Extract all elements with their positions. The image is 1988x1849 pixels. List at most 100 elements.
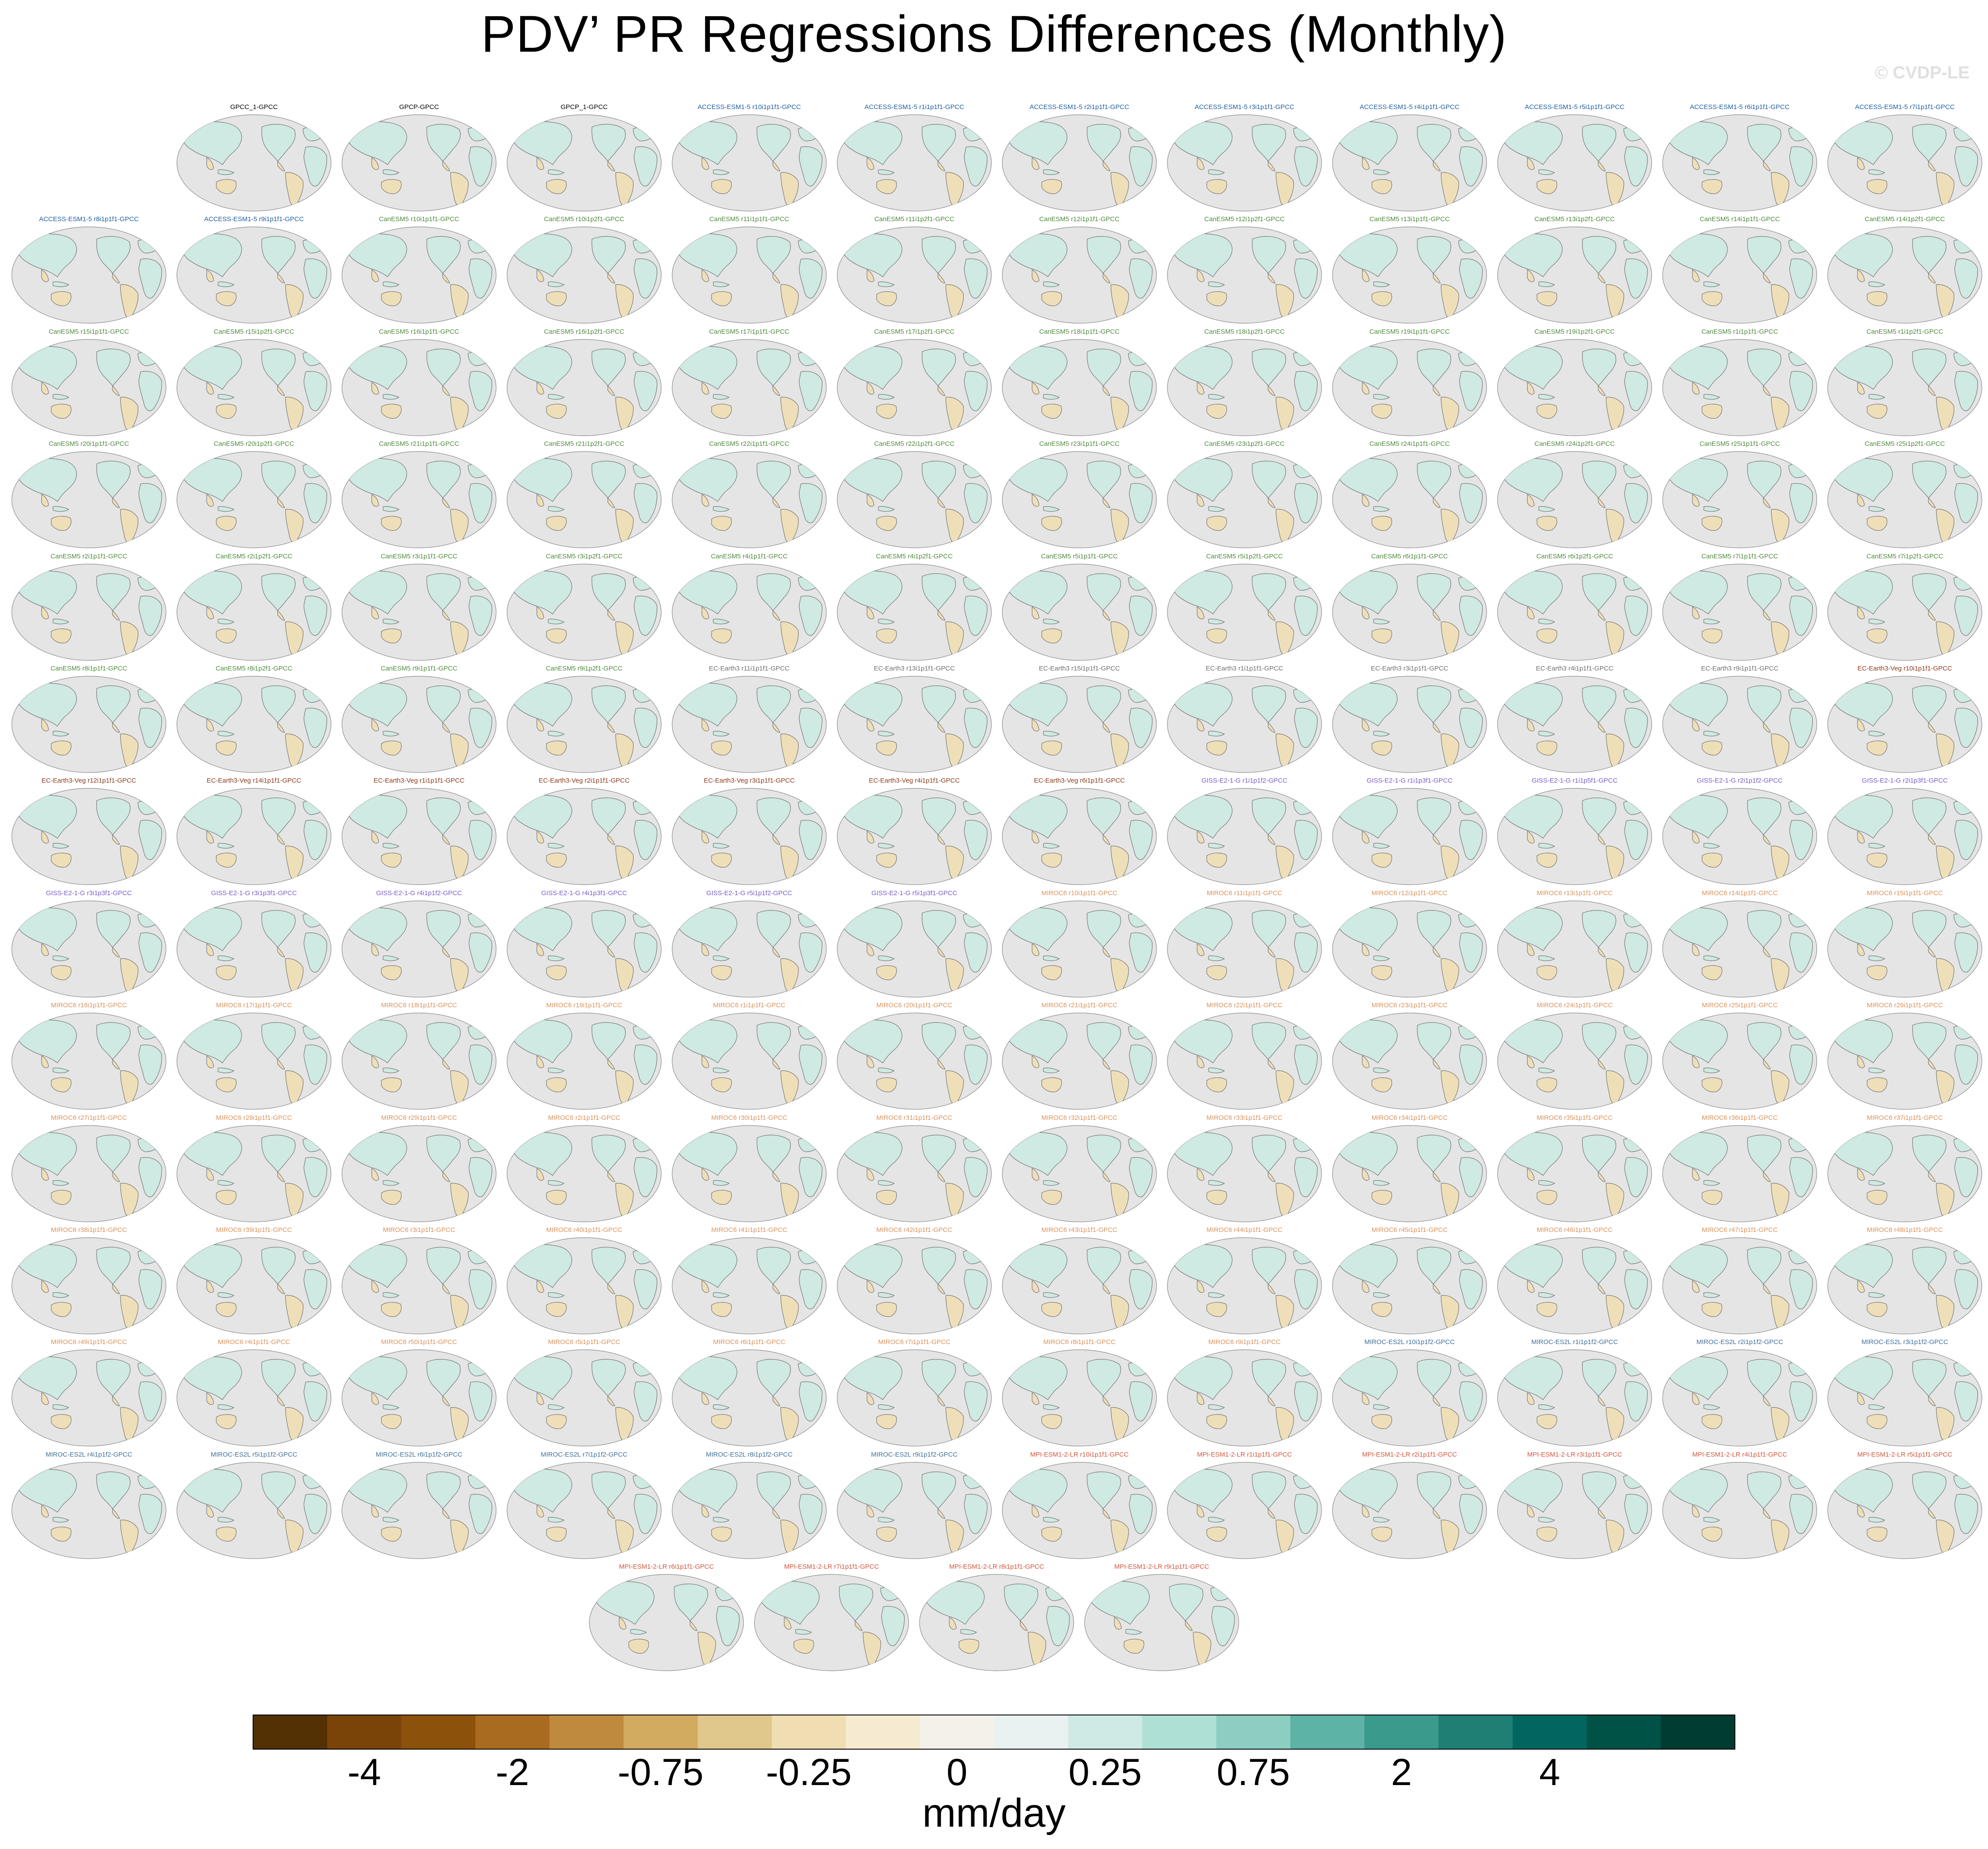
land-region xyxy=(607,160,615,171)
map-panel: EC-Earth3 r4i1p1f1-GPCC xyxy=(1492,665,1657,777)
robinson-map xyxy=(1332,1237,1487,1334)
land-region xyxy=(1206,179,1227,194)
land-region xyxy=(53,955,70,961)
land-region xyxy=(1268,1508,1276,1519)
land-region xyxy=(1103,273,1110,284)
land-region xyxy=(876,516,897,531)
land-region xyxy=(548,506,565,512)
robinson-map xyxy=(342,1349,497,1447)
land-region xyxy=(1747,461,1781,499)
land-region xyxy=(1373,394,1390,400)
land-region xyxy=(216,741,237,755)
panel-title: ACCESS-ESM1-5 r10i1p1f1-GPCC xyxy=(698,103,801,111)
panel-title: ACCESS-ESM1-5 r3i1p1f1-GPCC xyxy=(1195,103,1294,111)
land-region xyxy=(381,1189,402,1205)
land-region xyxy=(1032,1168,1040,1181)
land-region xyxy=(674,121,737,165)
map-panel: MIROC6 r33i1p1f1-GPCC xyxy=(1162,1114,1327,1226)
land-region xyxy=(711,291,732,307)
panel-title: CanESM5 r22i1p1f1-GPCC xyxy=(709,440,790,448)
land-region xyxy=(1598,722,1606,733)
colorbar-swatch xyxy=(1438,1715,1513,1749)
land-region xyxy=(14,1469,77,1513)
land-region xyxy=(218,169,235,175)
land-region xyxy=(711,179,732,194)
robinson-map xyxy=(1167,788,1322,885)
robinson-map xyxy=(837,1237,992,1334)
land-region xyxy=(674,1356,737,1401)
map-panel: ACCESS-ESM1-5 r9i1p1f1-GPCC xyxy=(172,215,336,328)
land-region xyxy=(138,932,162,973)
map-panel: MIROC-ES2L r10i1p1f2-GPCC xyxy=(1327,1338,1492,1450)
land-region xyxy=(1032,1055,1040,1069)
panel-title: CanESM5 r12i1p2f1-GPCC xyxy=(1204,215,1285,223)
robinson-map xyxy=(1002,563,1157,661)
panel-title: CanESM5 r5i1p1f1-GPCC xyxy=(1041,552,1118,560)
robinson-map xyxy=(1332,1125,1487,1222)
land-region xyxy=(1624,258,1648,299)
land-region xyxy=(1032,381,1040,395)
map-panel: MIROC6 r21i1p1f1-GPCC xyxy=(997,1002,1162,1114)
land-region xyxy=(959,1639,980,1654)
land-region xyxy=(383,1180,400,1186)
land-region xyxy=(634,1044,657,1085)
land-region xyxy=(1598,834,1606,845)
colorbar-swatch xyxy=(698,1715,772,1749)
robinson-map xyxy=(1497,900,1652,998)
colorbar-tick-label: 2 xyxy=(1391,1751,1412,1793)
land-region xyxy=(536,719,544,731)
map-panel: EC-Earth3 r11i1p1f1-GPCC xyxy=(667,665,832,777)
land-region xyxy=(261,1022,296,1060)
land-region xyxy=(592,1471,626,1509)
land-region xyxy=(1005,683,1068,727)
panel-title: MIROC6 r29i1p1f1-GPCC xyxy=(381,1114,457,1122)
land-region xyxy=(442,1508,450,1519)
land-region xyxy=(112,385,120,396)
land-region xyxy=(1624,595,1648,636)
land-region xyxy=(757,1471,791,1509)
land-region xyxy=(1129,820,1153,860)
land-region xyxy=(867,381,874,395)
map-panel: MIROC6 r23i1p1f1-GPCC xyxy=(1327,1002,1492,1114)
map-panel: MIROC6 r9i1p1f1-GPCC xyxy=(1162,1338,1327,1450)
robinson-map xyxy=(342,1237,497,1334)
robinson-map xyxy=(11,788,166,885)
land-region xyxy=(1371,965,1392,980)
land-region xyxy=(757,1359,791,1397)
land-region xyxy=(546,741,567,755)
panel-title: CanESM5 r25i1p1f1-GPCC xyxy=(1699,440,1780,448)
land-region xyxy=(442,1283,450,1294)
land-region xyxy=(1103,1283,1110,1294)
panel-title: MIROC6 r17i1p1f1-GPCC xyxy=(216,1002,292,1009)
land-region xyxy=(772,385,780,396)
panel-title: MIROC6 r5i1p1f1-GPCC xyxy=(548,1338,620,1346)
land-region xyxy=(303,483,327,523)
robinson-map xyxy=(1827,676,1982,773)
land-region xyxy=(1747,685,1781,723)
land-region xyxy=(922,797,956,836)
land-region xyxy=(1954,708,1978,748)
land-region xyxy=(1005,1244,1068,1288)
land-region xyxy=(1537,1414,1558,1429)
land-region xyxy=(1830,346,1893,390)
land-region xyxy=(277,385,285,396)
land-region xyxy=(592,349,626,386)
colorbar-swatch xyxy=(1142,1715,1217,1749)
land-region xyxy=(1206,628,1227,643)
land-region xyxy=(51,853,72,868)
map-panel: CanESM5 r10i1p1f1-GPCC xyxy=(337,215,501,328)
land-region xyxy=(607,1059,615,1070)
panel-title: GISS-E2-1-G r5i1p3f1-GPCC xyxy=(871,889,957,897)
land-region xyxy=(1459,1381,1483,1422)
map-panel: ACCESS-ESM1-5 r5i1p1f1-GPCC xyxy=(1492,103,1657,215)
robinson-map xyxy=(1002,451,1157,548)
land-region xyxy=(1041,628,1062,643)
land-region xyxy=(674,1244,737,1288)
land-region xyxy=(53,282,70,287)
map-panel: CanESM5 r21i1p2f1-GPCC xyxy=(502,440,666,552)
land-region xyxy=(261,236,296,274)
robinson-map xyxy=(507,1013,662,1110)
robinson-map xyxy=(1497,788,1652,885)
land-region xyxy=(51,291,72,307)
land-region xyxy=(839,907,902,951)
